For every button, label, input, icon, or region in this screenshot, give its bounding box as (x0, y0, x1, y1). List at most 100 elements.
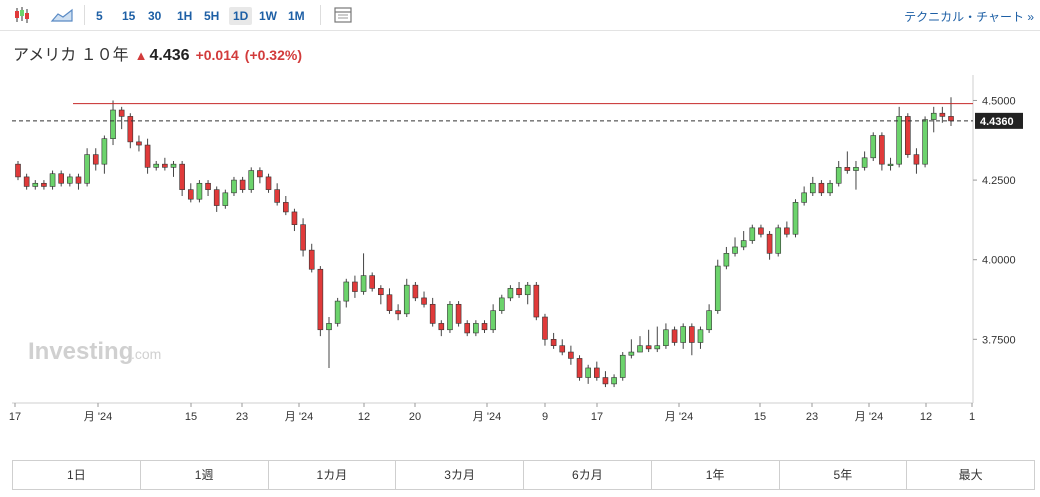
candle-body (231, 179, 237, 194)
candle (758, 224, 764, 238)
candle (818, 180, 825, 197)
candle (749, 224, 756, 244)
x-tick-label: 月 '24 (855, 411, 883, 423)
candle-body (153, 163, 160, 168)
candle-body (835, 167, 842, 184)
candle (706, 304, 712, 333)
range-6m[interactable]: 6カ月 (524, 461, 652, 489)
candle-body (196, 182, 203, 200)
candle-body (861, 157, 868, 168)
candle-body (378, 288, 384, 296)
candle (568, 345, 574, 365)
last-price: 4.436 (149, 47, 190, 64)
indicators-icon[interactable] (333, 5, 353, 25)
interval-15[interactable]: 15 (122, 9, 136, 23)
candle-body (844, 167, 851, 171)
interval-5h[interactable]: 5H (204, 9, 220, 23)
candle-body (118, 109, 125, 117)
candle (516, 281, 522, 298)
candle (585, 364, 591, 384)
candle-body (784, 227, 790, 235)
candle-body (343, 281, 350, 302)
instrument-name: アメリカ １０年 (13, 47, 129, 64)
candle-body (283, 202, 289, 213)
range-3m[interactable]: 3カ月 (396, 461, 524, 489)
candle-body (792, 202, 799, 235)
interval-5[interactable]: 5 (96, 9, 103, 23)
candle-body (533, 284, 540, 318)
candle (637, 336, 643, 353)
interval-1h[interactable]: 1H (177, 9, 193, 23)
range-1d[interactable]: 1日 (13, 461, 141, 489)
candle-body (507, 288, 514, 299)
range-5y[interactable]: 5年 (780, 461, 908, 489)
candle-body (455, 303, 462, 324)
price-change-percent: (+0.32%) (244, 47, 302, 63)
candle (542, 313, 548, 346)
interval-1m[interactable]: 1M (288, 9, 305, 23)
candle-body (84, 154, 90, 184)
candle-body (213, 189, 220, 206)
candle-body (714, 265, 721, 311)
candle-body (689, 326, 695, 343)
candle-body (516, 288, 522, 296)
candle (403, 278, 410, 318)
candle (594, 361, 600, 381)
price-chart[interactable]: Investing .com 4.4360 4.5000 4.2500 4.0000… (0, 70, 1040, 430)
candle-body (809, 182, 816, 194)
candle-body (922, 119, 928, 165)
candle-body (447, 303, 453, 331)
candle-body (948, 116, 954, 122)
range-1m[interactable]: 1カ月 (269, 461, 397, 489)
candle-series (15, 97, 954, 388)
candle (498, 294, 505, 314)
candle (766, 231, 773, 260)
candle-body (170, 163, 177, 168)
current-price-box (975, 112, 1023, 129)
candle-body (473, 323, 479, 334)
candle (248, 167, 255, 193)
candle (689, 323, 695, 356)
candle-body (758, 227, 764, 235)
candle (464, 320, 471, 337)
candlestick-icon[interactable] (12, 5, 32, 25)
up-arrow-icon: ▲ (134, 48, 148, 63)
range-max[interactable]: 最大 (958, 468, 983, 482)
candle-body (464, 323, 471, 334)
candle-body (369, 275, 375, 289)
candle (369, 272, 375, 292)
candle (274, 183, 280, 206)
interval-30[interactable]: 30 (148, 9, 162, 23)
candle (740, 231, 747, 251)
x-tick-label: 月 '24 (285, 411, 313, 423)
candle (611, 374, 617, 388)
candle-body (637, 345, 643, 353)
y-tick-label: 4.5000 (982, 95, 1016, 107)
candle-body (879, 135, 885, 165)
range-1w[interactable]: 1週 (141, 461, 269, 489)
candle (317, 266, 324, 337)
interval-1w[interactable]: 1W (259, 9, 277, 23)
range-1y[interactable]: 1年 (652, 461, 780, 489)
x-axis: 17 月 '24 15 23 月 '24 12 20 月 '24 9 17 月 '24 15 23 月 '… (9, 403, 975, 423)
candle-body (568, 351, 574, 359)
candle (775, 224, 782, 257)
candle (378, 285, 384, 305)
candle (343, 278, 350, 308)
candle-body (308, 249, 315, 270)
candle (801, 186, 807, 206)
candle-body (187, 189, 194, 200)
candle (861, 151, 868, 171)
candle-body (654, 345, 661, 350)
candle (905, 113, 911, 158)
candle-body (723, 253, 730, 267)
interval-1d[interactable]: 1D (229, 7, 253, 25)
candle-body (291, 211, 298, 225)
x-tick-label: 23 (236, 411, 248, 423)
candle (922, 116, 928, 168)
candle (231, 176, 237, 197)
candle-body (930, 112, 937, 120)
candle-body (481, 323, 488, 331)
technical-chart-link[interactable]: テクニカル・チャート » (904, 10, 1034, 24)
area-chart-icon[interactable] (50, 5, 74, 25)
